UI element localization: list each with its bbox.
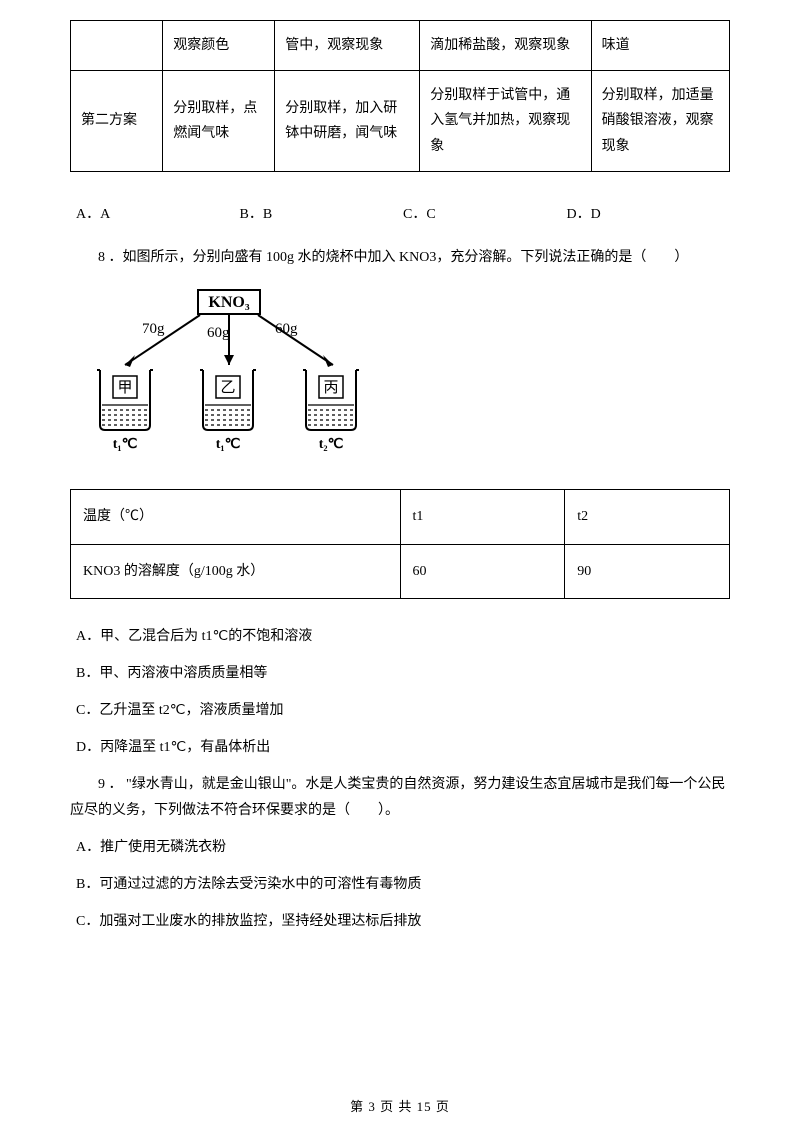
q8-option-b[interactable]: B．甲、丙溶液中溶质质量相等 bbox=[76, 661, 730, 686]
beaker-label-2: 丙 bbox=[323, 380, 338, 396]
option-a[interactable]: A．A bbox=[76, 202, 240, 227]
option-d[interactable]: D．D bbox=[567, 202, 731, 227]
beaker-temp-2: t₂℃ bbox=[319, 437, 344, 452]
cell: t2 bbox=[565, 490, 730, 544]
cell: 60 bbox=[400, 544, 565, 598]
page-footer: 第 3 页 共 15 页 bbox=[0, 1095, 800, 1118]
beaker-label-0: 甲 bbox=[117, 380, 132, 396]
methods-table: 观察颜色 管中，观察现象 滴加稀盐酸，观察现象 味道 第二方案 分别取样，点燃闻… bbox=[70, 20, 730, 172]
cell: 味道 bbox=[591, 21, 729, 71]
q9-option-c[interactable]: C．加强对工业废水的排放监控，坚持经处理达标后排放 bbox=[76, 909, 730, 934]
arrow-label-2: 60g bbox=[275, 321, 298, 337]
arrow-label-0: 70g bbox=[142, 321, 165, 337]
table-row: 第二方案 分别取样，点燃闻气味 分别取样，加入研钵中研磨，闻气味 分别取样于试管… bbox=[71, 71, 730, 172]
q9-option-b[interactable]: B．可通过过滤的方法除去受污染水中的可溶性有毒物质 bbox=[76, 872, 730, 897]
table-row: KNO3 的溶解度（g/100g 水） 60 90 bbox=[71, 544, 730, 598]
cell: 管中，观察现象 bbox=[275, 21, 420, 71]
cell: 分别取样，加入研钵中研磨，闻气味 bbox=[275, 71, 420, 172]
question-8-text: 8 ．如图所示，分别向盛有 100g 水的烧杯中加入 KNO3，充分溶解。下列说… bbox=[70, 245, 730, 270]
diagram-top-label: KNO₃ bbox=[208, 294, 249, 311]
q9-option-a[interactable]: A．推广使用无磷洗衣粉 bbox=[76, 835, 730, 860]
cell: 观察颜色 bbox=[163, 21, 275, 71]
cell: t1 bbox=[400, 490, 565, 544]
cell: 第二方案 bbox=[71, 71, 163, 172]
solubility-table: 温度（℃） t1 t2 KNO3 的溶解度（g/100g 水） 60 90 bbox=[70, 489, 730, 598]
cell: 分别取样，加适量硝酸银溶液，观察现象 bbox=[591, 71, 729, 172]
beaker-temp-0: t₁℃ bbox=[113, 437, 138, 452]
cell: 温度（℃） bbox=[71, 490, 401, 544]
answer-options: A．A B．B C．C D．D bbox=[70, 202, 730, 227]
q8-option-d[interactable]: D．丙降温至 t1℃，有晶体析出 bbox=[76, 735, 730, 760]
beaker-temp-1: t₁℃ bbox=[216, 437, 241, 452]
option-c[interactable]: C．C bbox=[403, 202, 567, 227]
beaker-label-1: 乙 bbox=[220, 380, 235, 396]
cell: 滴加稀盐酸，观察现象 bbox=[420, 21, 591, 71]
cell bbox=[71, 21, 163, 71]
kno3-diagram: KNO₃ 70g 60g 60g bbox=[80, 285, 730, 474]
cell: KNO3 的溶解度（g/100g 水） bbox=[71, 544, 401, 598]
cell: 分别取样于试管中，通入氢气并加热，观察现象 bbox=[420, 71, 591, 172]
cell: 分别取样，点燃闻气味 bbox=[163, 71, 275, 172]
q8-option-a[interactable]: A．甲、乙混合后为 t1℃的不饱和溶液 bbox=[76, 624, 730, 649]
arrow-label-1: 60g bbox=[207, 325, 230, 341]
option-b[interactable]: B．B bbox=[240, 202, 404, 227]
table-row: 观察颜色 管中，观察现象 滴加稀盐酸，观察现象 味道 bbox=[71, 21, 730, 71]
table-row: 温度（℃） t1 t2 bbox=[71, 490, 730, 544]
q8-option-c[interactable]: C．乙升温至 t2℃，溶液质量增加 bbox=[76, 698, 730, 723]
question-9-text: 9 ． "绿水青山，就是金山银山"。水是人类宝贵的自然资源，努力建设生态宜居城市… bbox=[70, 772, 730, 822]
cell: 90 bbox=[565, 544, 730, 598]
